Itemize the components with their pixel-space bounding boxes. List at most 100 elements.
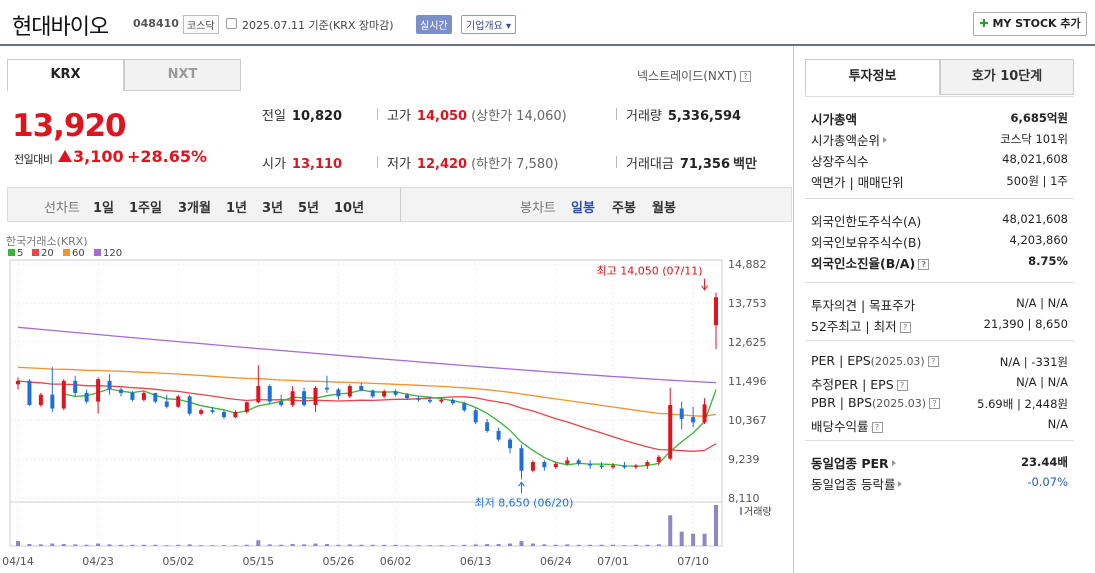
info-section: 동일업종 PER 23.44배 동일업종 등락률 -0.07% [805,440,1074,493]
candle-body [668,405,673,459]
legend-label: 60 [72,248,85,259]
candle-body [96,379,101,402]
candle-chart-label: 봉차트 [520,201,556,216]
change-label: 전일대비 [14,153,53,166]
volume-bar [50,543,55,546]
amount-value: 71,356 [679,157,731,172]
info-key: 시가총액 [811,112,858,127]
change-percent: +28.65% [127,147,208,166]
help-icon[interactable]: ? [899,322,911,333]
realtime-button[interactable]: 실시간 [416,15,452,34]
candle-body [416,398,421,400]
x-tick-label: 06/24 [540,555,572,568]
candle-body [279,401,284,406]
help-icon[interactable]: ? [927,356,939,367]
volume-bar [645,544,650,546]
volume-bar [38,544,43,546]
candle-body [141,392,146,400]
divider [616,108,617,120]
volume-bar [336,544,341,546]
volume-bar [679,531,684,546]
info-key[interactable]: 동일업종 PER [811,453,896,472]
info-key: 외국인한도주식수(A) [811,214,922,229]
y-tick-label: 9,239 [728,453,760,466]
candle-body [576,460,581,464]
candle-body [714,297,718,326]
nxt-note[interactable]: 넥스트레이드(NXT)? [637,67,751,84]
market-badge: 코스닥 [183,15,219,34]
tab-invest-info[interactable]: 투자정보 [805,59,940,95]
volume-bar [382,544,387,546]
x-tick-label: 06/13 [460,555,492,568]
prev-close-value: 10,820 [291,109,343,124]
candle-body [588,463,593,466]
volume-bar [27,543,32,546]
candle-weekly[interactable]: 주봉 [612,201,636,216]
info-value: 4,203,860 [1009,233,1068,247]
company-overview-button[interactable]: 기업개요 ▾ [461,15,517,34]
info-key[interactable]: 시가총액순위 [811,130,888,149]
tab-nxt[interactable]: NXT [124,59,241,91]
chevron-right-icon [883,137,888,143]
info-row: 배당수익률? N/A [811,416,1068,436]
info-row: 투자의견 | 목표주가 N/A | N/A [811,295,1068,315]
volume-bar [702,533,707,546]
info-key: PER | EPS(2025.03)? [811,353,939,368]
info-key-date: (2025.03) [872,397,927,410]
lower-limit: (하한가 7,580) [471,157,559,172]
header: 현대바이오 048410 코스닥 2025.07.11 기준(KRX 장마감) … [0,0,1095,46]
volume-bar [313,543,318,546]
help-icon[interactable]: ? [896,380,908,391]
info-row: 상장주식수 48,021,608 [811,151,1068,171]
candle-body [679,408,684,419]
legend-label: 20 [41,248,54,259]
y-tick-label: 13,753 [728,297,767,310]
tab-krx[interactable]: KRX [7,59,124,91]
tab-orderbook[interactable]: 호가 10단계 [940,59,1074,95]
candle-monthly[interactable]: 월봉 [652,201,676,216]
panel-divider [793,46,794,573]
volume-bar [153,544,158,546]
info-value: 6,685억원 [1010,111,1068,125]
divider [616,156,617,168]
ma60-line [17,366,717,417]
info-value: N/A | N/A [1016,296,1068,310]
help-icon[interactable]: ? [871,422,883,433]
candle-body [633,465,638,468]
volume-label: 거래량 [744,506,772,518]
help-icon[interactable]: ? [929,398,941,409]
volume-bar [73,544,78,546]
volume-bar [302,544,307,546]
period-10y[interactable]: 10년 [334,201,365,216]
candle-body [553,463,558,468]
candle-body [221,411,226,418]
period-1y[interactable]: 1년 [226,201,248,216]
candle-body [313,387,318,406]
current-price: 13,920 [12,108,127,144]
volume-bar [542,544,547,546]
period-1d[interactable]: 1일 [93,201,115,216]
info-key: PBR | BPS(2025.03)? [811,395,941,410]
period-5y[interactable]: 5년 [298,201,320,216]
volume-bar [347,544,352,546]
candle-body [50,394,55,409]
volume-bar [61,543,66,546]
candle-body [702,404,707,423]
prev-close: 전일 10,820 [262,105,342,124]
my-stock-add-button[interactable]: ✚ MY STOCK 추가 [973,12,1087,36]
period-3y[interactable]: 3년 [262,201,284,216]
period-3m[interactable]: 3개월 [178,201,211,216]
volume-bar [164,545,169,546]
change-value: 3,100 [73,147,124,166]
info-key[interactable]: 동일업종 등락률 [811,474,903,493]
period-1w[interactable]: 1주일 [129,201,162,216]
up-arrow-icon [58,150,72,162]
volume-bar [416,545,421,546]
info-value: 500원 | 1주 [1006,174,1068,188]
candle-body [462,403,467,411]
help-icon[interactable]: ? [918,259,930,270]
candle-body [439,399,444,402]
candle-daily[interactable]: 일봉 [571,201,595,216]
help-icon[interactable]: ? [739,71,751,82]
amount-label: 거래대금 [626,157,674,172]
